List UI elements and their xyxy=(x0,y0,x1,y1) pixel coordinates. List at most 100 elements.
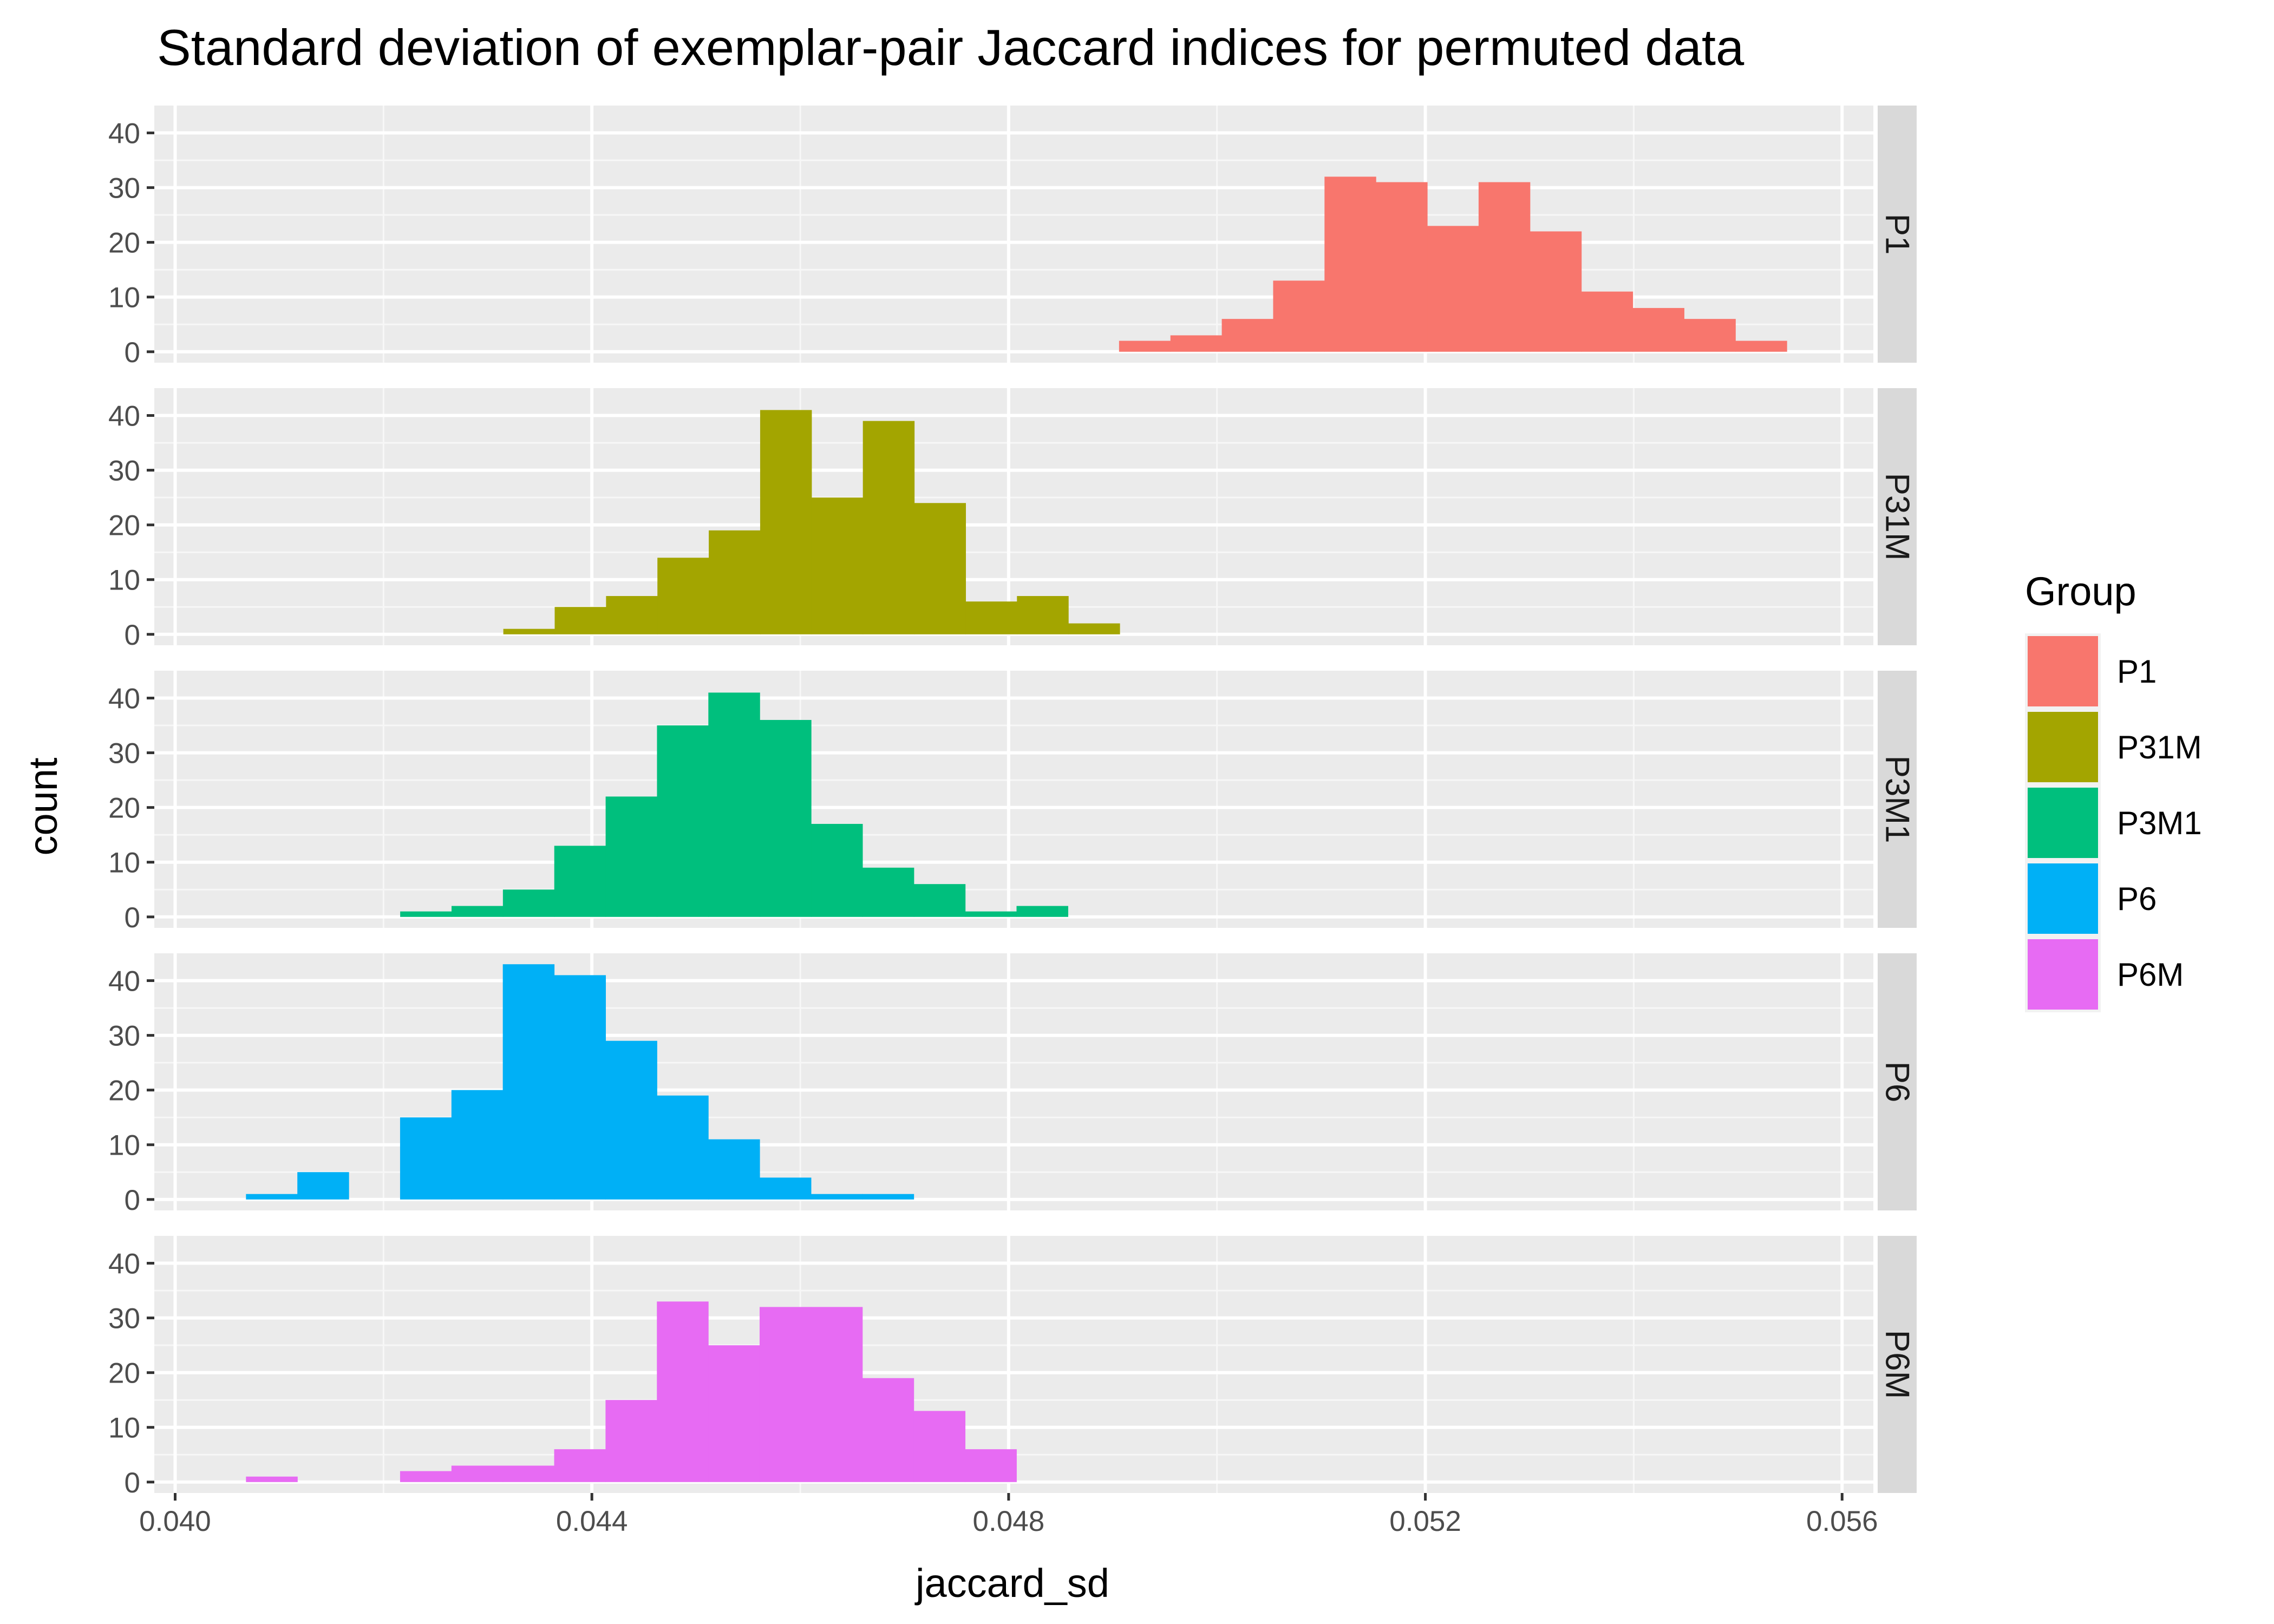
facet-strip xyxy=(1878,671,1917,928)
facet-strip-label: P31M xyxy=(1879,473,1916,561)
histogram-bar xyxy=(554,607,606,634)
histogram-bar xyxy=(503,628,556,634)
y-tick-label: 10 xyxy=(108,1130,140,1162)
histogram-bar xyxy=(862,421,915,634)
histogram-bar xyxy=(913,1411,966,1482)
histogram-bar xyxy=(759,1177,812,1200)
y-axis-title: count xyxy=(21,757,66,855)
legend-label: P6M xyxy=(2117,957,2184,993)
legend-swatch xyxy=(2028,788,2098,858)
legend: Group P1 P31M P3M1 P6 P6M xyxy=(2025,569,2202,1012)
histogram-bar xyxy=(811,1307,863,1482)
x-tick-label: 0.044 xyxy=(556,1505,628,1537)
chart-title: Standard deviation of exemplar-pair Jacc… xyxy=(157,19,1744,76)
legend-swatch xyxy=(2028,939,2098,1010)
facet-strip-label: P1 xyxy=(1879,214,1916,255)
panel-p3m1: 0 10 20 30 40 P3M1 xyxy=(108,671,1917,934)
histogram-bar xyxy=(1478,182,1531,352)
facet-strip xyxy=(1878,106,1917,363)
y-tick-label: 20 xyxy=(108,1358,140,1390)
histogram-bar xyxy=(605,796,658,917)
histogram-bar xyxy=(760,410,812,634)
x-tick-label: 0.056 xyxy=(1806,1505,1878,1537)
histogram-bar xyxy=(502,964,555,1200)
histogram-bar xyxy=(1119,340,1171,352)
histogram-bar xyxy=(811,497,864,634)
y-tick-label: 20 xyxy=(108,227,140,259)
y-tick-label: 0 xyxy=(125,337,140,369)
histogram-bar xyxy=(1581,291,1633,352)
legend-label: P1 xyxy=(2117,653,2157,690)
y-tick-label: 10 xyxy=(108,847,140,879)
y-tick-label: 40 xyxy=(108,1248,140,1280)
histogram-bar xyxy=(862,1378,914,1482)
histogram-bar xyxy=(965,911,1017,917)
histogram-bar xyxy=(1017,596,1069,634)
facet-strip-label: P3M1 xyxy=(1879,756,1916,843)
histogram-bar xyxy=(400,911,452,917)
y-tick-label: 10 xyxy=(108,1412,140,1444)
panel-p6m: 0 10 20 30 40 P6M xyxy=(108,1236,1917,1499)
histogram-bar xyxy=(1530,231,1582,352)
histogram-bar xyxy=(1068,623,1120,634)
histogram-bar xyxy=(1170,335,1223,352)
histogram-bar xyxy=(657,558,709,634)
histogram-bar xyxy=(657,1095,709,1200)
y-tick-label: 40 xyxy=(108,401,140,433)
legend-item: P6 xyxy=(2025,861,2157,937)
histogram-bar xyxy=(1684,319,1736,352)
x-tick-label: 0.048 xyxy=(973,1505,1045,1537)
y-tick-label: 40 xyxy=(108,118,140,150)
facet-strip xyxy=(1878,953,1917,1210)
legend-label: P31M xyxy=(2117,729,2202,765)
y-tick-label: 10 xyxy=(108,565,140,597)
histogram-bar xyxy=(400,1117,452,1200)
histogram-bar xyxy=(965,601,1017,634)
histogram-bar xyxy=(914,503,966,634)
legend-title: Group xyxy=(2025,569,2136,614)
histogram-bar xyxy=(709,530,761,634)
x-tick-label: 0.052 xyxy=(1389,1505,1461,1537)
histogram-bar xyxy=(862,1194,914,1200)
histogram-bar xyxy=(708,1345,760,1482)
y-tick-label: 30 xyxy=(108,455,140,487)
x-tick-label: 0.040 xyxy=(139,1505,211,1537)
facet-strip-label: P6M xyxy=(1879,1330,1916,1399)
y-tick-label: 30 xyxy=(108,173,140,205)
y-tick-label: 30 xyxy=(108,738,140,770)
legend-label: P3M1 xyxy=(2117,805,2202,841)
histogram-bar xyxy=(708,692,760,917)
legend-swatch xyxy=(2028,863,2098,934)
histogram-bar xyxy=(605,1400,657,1482)
histogram-bar xyxy=(246,1476,298,1482)
histogram-bar xyxy=(451,1090,504,1200)
histogram-bar xyxy=(246,1194,298,1200)
facet-strip xyxy=(1878,1236,1917,1493)
histogram-bar xyxy=(502,889,555,917)
histogram-bar xyxy=(1016,906,1068,917)
histogram-bar xyxy=(1376,182,1428,352)
legend-item: P31M xyxy=(2025,709,2202,785)
histogram-bar xyxy=(811,823,863,917)
legend-swatch xyxy=(2028,712,2098,782)
histogram-bar xyxy=(1221,319,1274,352)
facet-strip xyxy=(1878,388,1917,645)
histogram-bar xyxy=(1427,226,1479,352)
y-tick-label: 20 xyxy=(108,1075,140,1107)
panel-p6: 0 10 20 30 40 P6 xyxy=(108,953,1917,1216)
histogram-bar xyxy=(606,596,658,634)
y-tick-label: 0 xyxy=(125,619,140,651)
legend-item: P3M1 xyxy=(2025,785,2202,861)
histogram-bar xyxy=(451,906,504,917)
histogram-bar xyxy=(1735,340,1787,352)
y-tick-label: 10 xyxy=(108,282,140,314)
legend-label: P6 xyxy=(2117,881,2157,917)
histogram-bar xyxy=(657,725,709,917)
histogram-bar xyxy=(451,1465,504,1482)
y-tick-label: 20 xyxy=(108,510,140,542)
panel-p31m: 0 10 20 30 40 P31M xyxy=(108,388,1917,651)
histogram-bar xyxy=(965,1449,1017,1482)
histogram-bar xyxy=(605,1040,657,1200)
panel-background xyxy=(154,671,1873,928)
histogram-bar xyxy=(554,846,606,917)
